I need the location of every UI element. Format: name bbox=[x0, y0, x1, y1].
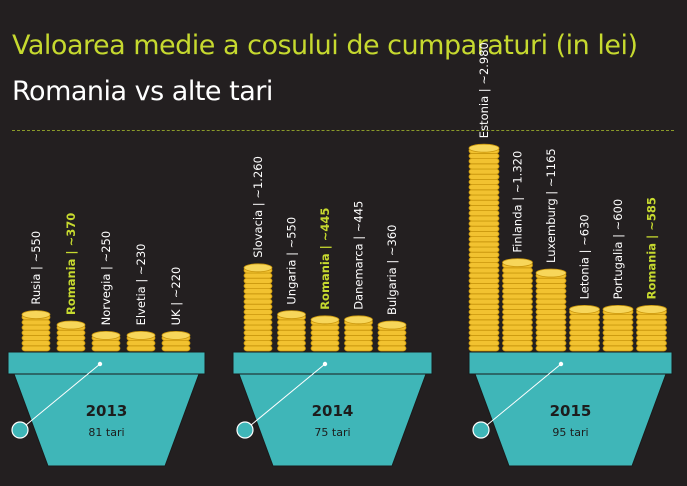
bar-label: Portugalia | ~600 bbox=[611, 199, 625, 300]
coin-stack-bar bbox=[569, 304, 600, 352]
bar-label: Bulgaria | ~360 bbox=[385, 225, 399, 315]
bar-label: Norvegia | ~250 bbox=[99, 231, 113, 326]
year-label: 2013 bbox=[86, 402, 128, 420]
coin-stack-bar bbox=[344, 315, 373, 352]
bar-label: Elvetia | ~230 bbox=[134, 244, 148, 326]
bar-label: Rusia | ~550 bbox=[29, 231, 43, 305]
bar-label: Romania | ~370 bbox=[64, 213, 78, 315]
bar-label: Romania | ~445 bbox=[318, 208, 332, 310]
basket-handle bbox=[480, 363, 562, 431]
basket-rim bbox=[232, 351, 433, 375]
year-label: 2015 bbox=[550, 402, 592, 420]
basket-rim bbox=[7, 351, 206, 375]
basket-handle bbox=[19, 363, 101, 431]
coin-stack-bar bbox=[602, 304, 634, 352]
coin-stack-bar bbox=[502, 258, 533, 352]
title-divider bbox=[12, 130, 674, 131]
coin-stack-bar bbox=[91, 330, 121, 352]
coin-stack-bar bbox=[377, 320, 407, 352]
basket-group-2013: Rusia | ~550 Romania | ~370 Norvegia | ~25… bbox=[7, 213, 206, 467]
country-count-label: 95 tari bbox=[552, 426, 588, 439]
coin-stack-bar bbox=[56, 320, 86, 352]
coin-stack-bar bbox=[126, 330, 156, 352]
bar-label: Slovacia | ~1.260 bbox=[251, 156, 265, 258]
basket-body bbox=[13, 373, 200, 467]
country-count-label: 81 tari bbox=[88, 426, 124, 439]
bar-label: UK | ~220 bbox=[169, 267, 183, 326]
coin-stack-bar bbox=[161, 330, 191, 352]
coin-stack-bar bbox=[243, 263, 273, 352]
basket-group-2015: Estonia | ~2.980 Finlanda | ~1.320 Luxembu… bbox=[468, 42, 673, 467]
bar-label: Ungaria | ~550 bbox=[285, 217, 299, 305]
handle-ring bbox=[11, 421, 29, 439]
handle-dot bbox=[322, 361, 328, 367]
bar-label: Luxemburg | ~1165 bbox=[544, 148, 558, 263]
coin-stack-bar bbox=[636, 304, 667, 352]
bar-label: Romania | ~585 bbox=[645, 197, 659, 299]
bar-label: Finlanda | ~1.320 bbox=[511, 151, 525, 253]
handle-dot bbox=[558, 361, 564, 367]
coin-stack-bar bbox=[535, 268, 567, 352]
bar-label: Letonia | ~630 bbox=[578, 214, 592, 299]
chart-title: Valoarea medie a cosului de cumparaturi … bbox=[12, 30, 638, 61]
coin-stack-bar bbox=[468, 143, 500, 352]
basket-group-2014: Slovacia | ~1.260 Ungaria | ~550 Romania |… bbox=[232, 156, 433, 467]
country-count-label: 75 tari bbox=[314, 426, 350, 439]
coin-stack-bar bbox=[277, 310, 306, 352]
basket-handle bbox=[244, 363, 326, 431]
basket-rim bbox=[468, 351, 673, 375]
basket-body bbox=[474, 373, 667, 467]
coin-stack-bar bbox=[21, 310, 51, 352]
bar-label: Danemarca | ~445 bbox=[352, 201, 366, 310]
handle-ring bbox=[236, 421, 254, 439]
coin-stack-bar bbox=[310, 315, 340, 352]
handle-ring bbox=[472, 421, 490, 439]
handle-dot bbox=[97, 361, 103, 367]
chart-subtitle: Romania vs alte tari bbox=[12, 76, 273, 107]
year-label: 2014 bbox=[312, 402, 354, 420]
basket-body bbox=[238, 373, 427, 467]
bar-label: Estonia | ~2.980 bbox=[477, 42, 491, 138]
